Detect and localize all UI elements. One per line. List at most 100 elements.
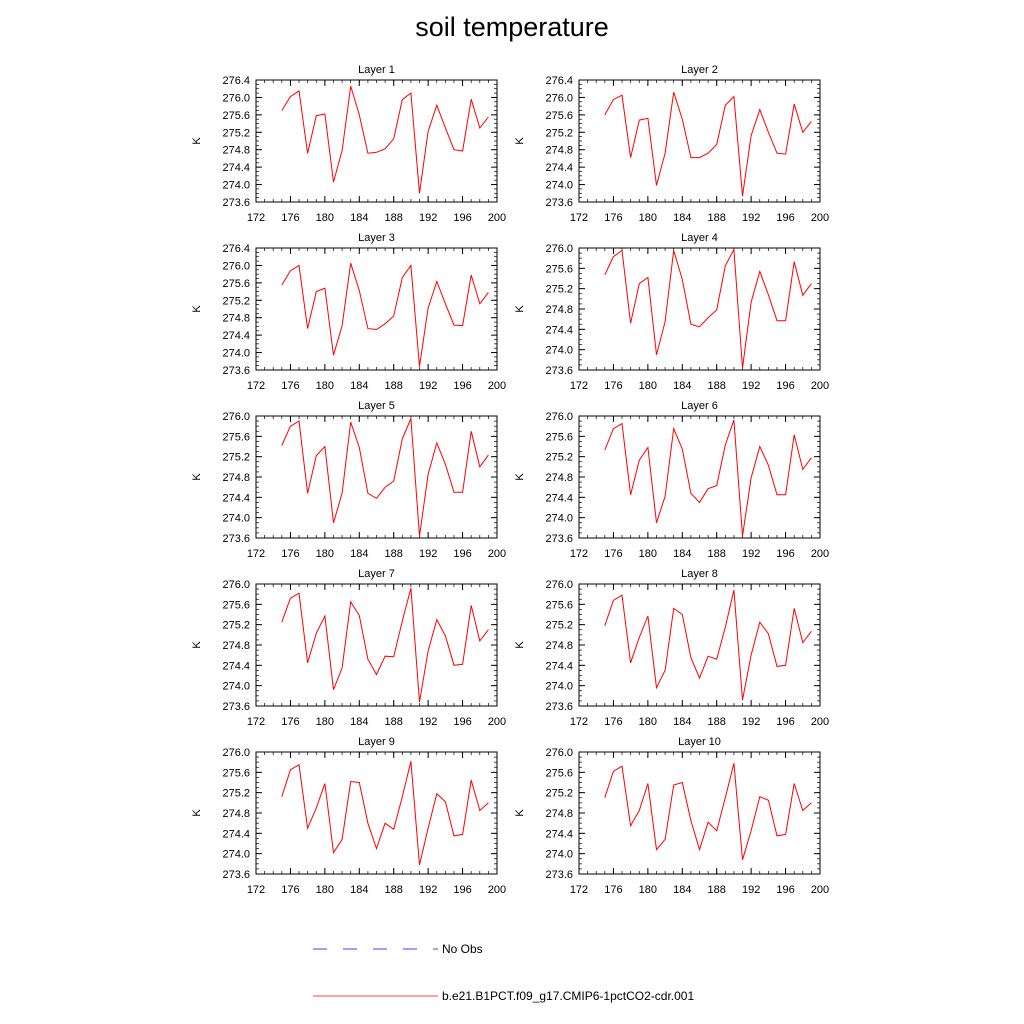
legend-entry: b.e21.B1PCT.f09_g17.CMIP6-1pctCO2-cdr.00… bbox=[313, 989, 694, 1003]
y-tick-label: 273.6 bbox=[222, 533, 250, 545]
x-tick-label: 184 bbox=[350, 380, 368, 392]
y-tick-label: 275.6 bbox=[545, 110, 573, 122]
x-tick-label: 188 bbox=[385, 212, 403, 224]
plot-frame bbox=[255, 79, 498, 203]
y-tick-label: 274.0 bbox=[545, 849, 573, 861]
page-title: soil temperature bbox=[415, 12, 609, 42]
y-axis-label: K bbox=[514, 473, 526, 481]
panel-title: Layer 9 bbox=[358, 736, 395, 748]
y-axis-label: K bbox=[191, 809, 203, 817]
plot-frame bbox=[255, 751, 498, 875]
x-tick-label: 188 bbox=[385, 716, 403, 728]
x-tick-label: 176 bbox=[604, 716, 622, 728]
x-tick-label: 172 bbox=[570, 716, 588, 728]
x-tick-label: 196 bbox=[776, 380, 794, 392]
chart-panel: Layer 6 172 176 180 184 188 192 196 200 273.6 274.… bbox=[514, 400, 829, 560]
x-tick-label: 192 bbox=[742, 884, 760, 896]
y-tick-label: 275.2 bbox=[545, 284, 573, 296]
y-tick-label: 274.8 bbox=[545, 640, 573, 652]
y-tick-label: 275.6 bbox=[545, 431, 573, 443]
x-tick-label: 200 bbox=[811, 548, 829, 560]
y-tick-label: 274.0 bbox=[545, 513, 573, 525]
chart-panel: Layer 10 172 176 180 184 188 192 196 200 273.6 274… bbox=[514, 736, 829, 896]
series-line bbox=[281, 85, 489, 194]
x-tick-label: 188 bbox=[708, 548, 726, 560]
y-tick-label: 275.6 bbox=[222, 599, 250, 611]
x-tick-label: 180 bbox=[639, 884, 657, 896]
chart-panel: Layer 8 172 176 180 184 188 192 196 200 273.6 274.… bbox=[514, 568, 829, 728]
y-tick-label: 274.0 bbox=[222, 681, 250, 693]
y-axis-label: K bbox=[191, 641, 203, 649]
chart-panel: Layer 5 172 176 180 184 188 192 196 200 273.6 274.… bbox=[191, 400, 506, 560]
y-tick-label: 274.8 bbox=[545, 472, 573, 484]
x-tick-label: 184 bbox=[673, 548, 691, 560]
y-tick-label: 276.0 bbox=[545, 411, 573, 423]
y-tick-label: 276.0 bbox=[222, 747, 250, 759]
series-line bbox=[281, 418, 489, 537]
x-tick-label: 180 bbox=[639, 212, 657, 224]
y-tick-label: 276.4 bbox=[222, 243, 250, 255]
series-line bbox=[604, 589, 812, 700]
y-tick-label: 276.0 bbox=[222, 260, 250, 272]
series-line bbox=[604, 92, 812, 196]
x-tick-label: 172 bbox=[247, 212, 265, 224]
chart-panel: Layer 3 172 176 180 184 188 192 196 200 273.6 274.… bbox=[191, 232, 506, 392]
x-tick-label: 180 bbox=[316, 212, 334, 224]
x-tick-label: 200 bbox=[488, 548, 506, 560]
y-tick-label: 274.4 bbox=[222, 162, 250, 174]
y-tick-label: 274.0 bbox=[222, 180, 250, 192]
x-tick-label: 176 bbox=[604, 212, 622, 224]
y-tick-label: 273.6 bbox=[222, 701, 250, 713]
y-tick-label: 274.4 bbox=[545, 324, 573, 336]
x-tick-label: 192 bbox=[742, 380, 760, 392]
x-tick-label: 172 bbox=[247, 716, 265, 728]
panel-title: Layer 4 bbox=[681, 232, 718, 244]
plot-frame bbox=[578, 247, 821, 371]
panel-title: Layer 1 bbox=[358, 64, 395, 76]
x-tick-label: 184 bbox=[350, 884, 368, 896]
x-tick-label: 200 bbox=[488, 380, 506, 392]
series-line bbox=[281, 587, 489, 702]
x-tick-label: 180 bbox=[316, 716, 334, 728]
plot-frame bbox=[255, 247, 498, 371]
y-tick-label: 276.0 bbox=[222, 92, 250, 104]
x-tick-label: 200 bbox=[811, 716, 829, 728]
y-tick-label: 274.0 bbox=[545, 345, 573, 357]
x-tick-label: 172 bbox=[247, 884, 265, 896]
x-tick-label: 196 bbox=[776, 716, 794, 728]
x-tick-label: 196 bbox=[453, 716, 471, 728]
x-tick-label: 188 bbox=[708, 884, 726, 896]
series-line bbox=[604, 419, 812, 537]
y-tick-label: 274.8 bbox=[545, 808, 573, 820]
x-tick-label: 172 bbox=[570, 548, 588, 560]
x-tick-label: 172 bbox=[570, 884, 588, 896]
x-tick-label: 196 bbox=[453, 884, 471, 896]
y-tick-label: 274.8 bbox=[222, 145, 250, 157]
x-tick-label: 192 bbox=[419, 548, 437, 560]
x-tick-label: 176 bbox=[281, 884, 299, 896]
y-tick-label: 273.6 bbox=[545, 197, 573, 209]
x-tick-label: 196 bbox=[453, 380, 471, 392]
panel-title: Layer 7 bbox=[358, 568, 395, 580]
x-tick-label: 184 bbox=[673, 212, 691, 224]
y-tick-label: 274.8 bbox=[545, 145, 573, 157]
panel-title: Layer 10 bbox=[678, 736, 721, 748]
plot-frame bbox=[578, 415, 821, 539]
x-tick-label: 188 bbox=[708, 212, 726, 224]
y-tick-label: 275.6 bbox=[222, 110, 250, 122]
series-line bbox=[281, 263, 489, 367]
y-tick-label: 275.6 bbox=[545, 263, 573, 275]
x-tick-label: 172 bbox=[247, 380, 265, 392]
x-tick-label: 200 bbox=[811, 884, 829, 896]
x-tick-label: 200 bbox=[811, 380, 829, 392]
x-tick-label: 184 bbox=[350, 212, 368, 224]
x-tick-label: 188 bbox=[385, 884, 403, 896]
y-axis-label: K bbox=[514, 641, 526, 649]
x-tick-label: 192 bbox=[419, 716, 437, 728]
x-tick-label: 176 bbox=[604, 884, 622, 896]
y-tick-label: 275.2 bbox=[222, 127, 250, 139]
y-tick-label: 273.6 bbox=[222, 197, 250, 209]
y-tick-label: 276.4 bbox=[545, 75, 573, 87]
series-line bbox=[281, 761, 489, 866]
